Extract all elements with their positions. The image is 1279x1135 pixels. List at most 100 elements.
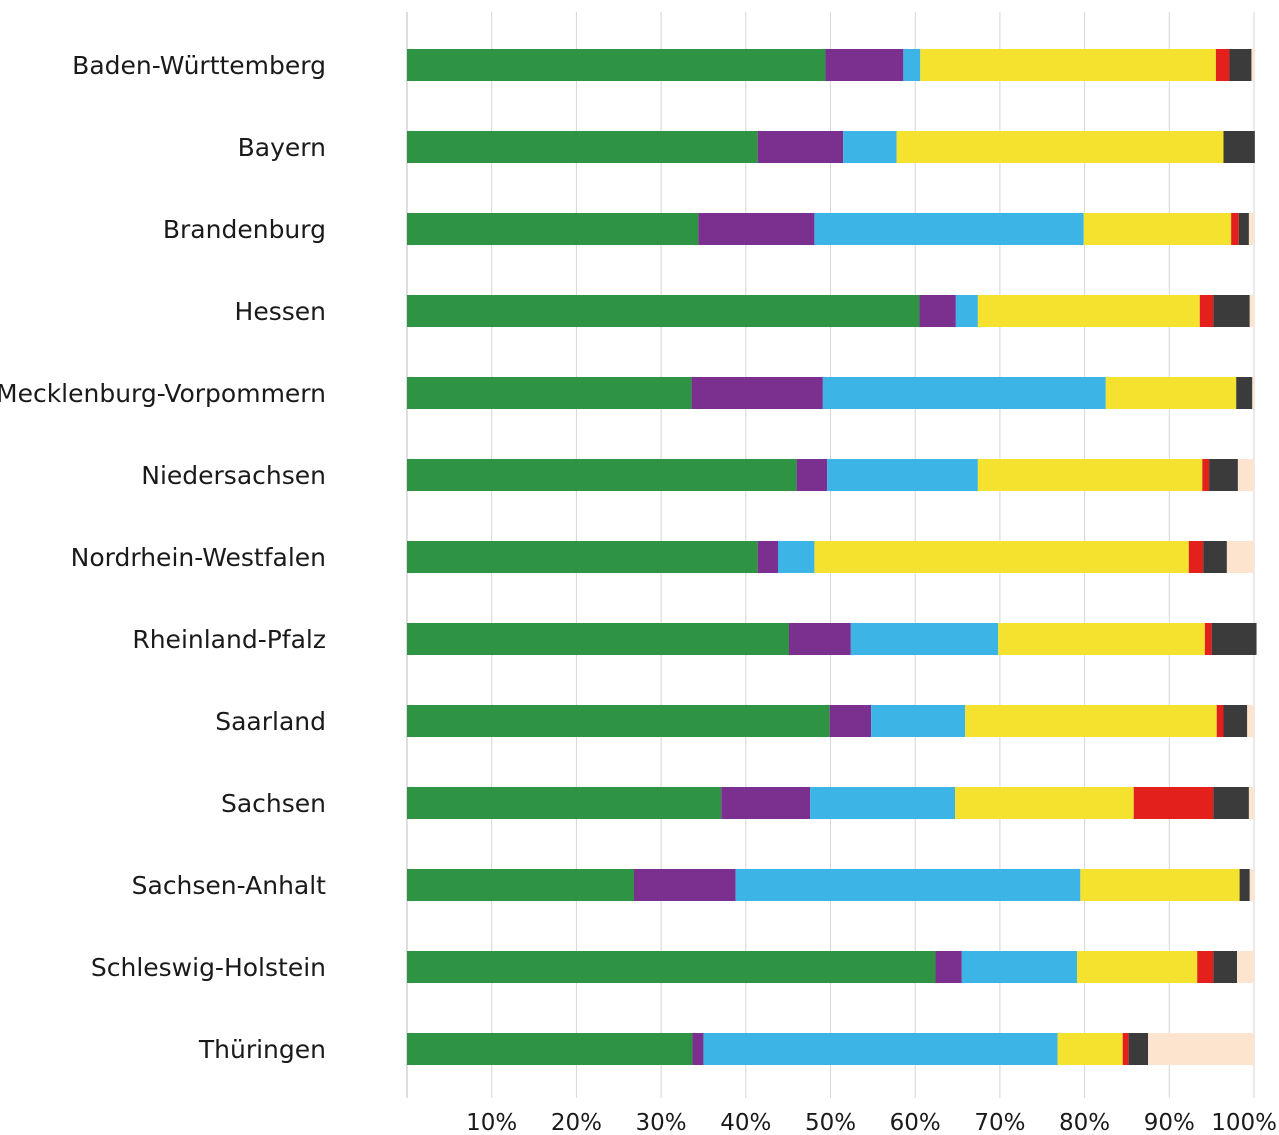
category-label: Rheinland-Pfalz xyxy=(132,625,326,654)
bar-segment xyxy=(735,869,1081,901)
bar-segment xyxy=(896,131,1224,163)
bar-segment xyxy=(1148,1033,1254,1065)
bar-segment xyxy=(1128,1033,1149,1065)
bar-segment xyxy=(1133,787,1214,819)
category-label: Brandenburg xyxy=(163,215,326,244)
bar-segment xyxy=(1247,705,1254,737)
bar-segment xyxy=(1209,459,1238,491)
bar-segment xyxy=(407,213,699,245)
bar-segment xyxy=(633,869,736,901)
bar-segment xyxy=(955,787,1134,819)
bar-segment xyxy=(788,623,851,655)
category-label: Saarland xyxy=(215,707,326,736)
bar-segment xyxy=(1202,459,1210,491)
bar-segment xyxy=(955,295,978,327)
bar-segment xyxy=(407,541,758,573)
bar-segment xyxy=(1231,213,1239,245)
category-label: Niedersachsen xyxy=(141,461,326,490)
bar-segment xyxy=(1188,541,1204,573)
category-label: Hessen xyxy=(235,297,326,326)
bar-segment xyxy=(1215,49,1230,81)
bar-segment xyxy=(961,951,1077,983)
bar-segment xyxy=(1080,869,1240,901)
bar-segment xyxy=(703,1033,1058,1065)
bar-segment xyxy=(977,459,1203,491)
bar-segment xyxy=(871,705,966,737)
x-tick-label: 100% xyxy=(1211,1110,1277,1135)
bar-segment xyxy=(822,377,1106,409)
category-label: Thüringen xyxy=(198,1035,326,1064)
x-tick-label: 30% xyxy=(636,1110,687,1135)
bar-segment xyxy=(1237,951,1254,983)
bar-segment xyxy=(1237,459,1254,491)
bar-segment xyxy=(920,49,1216,81)
bar-segment xyxy=(1203,541,1227,573)
bar-segment xyxy=(843,131,897,163)
bar-segment xyxy=(407,787,722,819)
x-tick-label: 40% xyxy=(720,1110,771,1135)
category-label: Sachsen xyxy=(221,789,326,818)
bar-segment xyxy=(1239,869,1250,901)
x-tick-label: 60% xyxy=(890,1110,941,1135)
bar-segment xyxy=(977,295,1200,327)
bar-segment xyxy=(919,295,956,327)
x-tick-label: 20% xyxy=(551,1110,602,1135)
bar-segment xyxy=(1211,623,1257,655)
bar-segment xyxy=(825,49,904,81)
bar-segment xyxy=(1223,131,1255,163)
bar-segment xyxy=(1076,951,1198,983)
bar-segment xyxy=(407,705,830,737)
bar-segment xyxy=(1248,213,1254,245)
bar-segment xyxy=(1199,295,1214,327)
bar-segment xyxy=(1249,295,1254,327)
bar-segment xyxy=(407,131,758,163)
category-labels: Baden-Württemberg Bayern Brandenburg Hessen… xyxy=(0,51,326,1064)
bar-segment xyxy=(1252,377,1254,409)
bar-segment xyxy=(407,623,789,655)
x-axis-ticks: 10% 20% 30% 40% 50% 60% 70% 80% 90% 100% xyxy=(466,1110,1277,1135)
category-label: Nordrhein-Westfalen xyxy=(71,543,326,572)
bar-segment xyxy=(1213,295,1250,327)
bar-segment xyxy=(1083,213,1232,245)
bar-segment xyxy=(698,213,815,245)
x-tick-label: 70% xyxy=(974,1110,1025,1135)
bar-segment xyxy=(935,951,962,983)
category-label: Schleswig-Holstein xyxy=(91,953,326,982)
bar-segment xyxy=(1229,49,1252,81)
bar-segment xyxy=(1226,541,1254,573)
bar-segment xyxy=(998,623,1205,655)
bar-segment xyxy=(407,869,634,901)
bar-segment xyxy=(810,787,956,819)
bar-segment xyxy=(814,213,1084,245)
category-label: Baden-Württemberg xyxy=(72,51,326,80)
bar-segment xyxy=(407,377,692,409)
bar-segment xyxy=(1238,213,1249,245)
bar-segment xyxy=(691,377,823,409)
bar-segment xyxy=(827,459,978,491)
bar-segment xyxy=(1249,869,1254,901)
bar-segment xyxy=(407,1033,693,1065)
bar-segment xyxy=(692,1033,704,1065)
bar-segment xyxy=(1204,623,1212,655)
bar-segment xyxy=(796,459,828,491)
bar-segment xyxy=(407,459,797,491)
bar-segment xyxy=(1223,705,1248,737)
bar-segment xyxy=(407,49,826,81)
bar-segment xyxy=(814,541,1189,573)
bar-segment xyxy=(721,787,811,819)
bar-segment xyxy=(407,295,920,327)
x-tick-label: 10% xyxy=(466,1110,517,1135)
bar-segment xyxy=(1197,951,1214,983)
category-label: Mecklenburg-Vorpommern xyxy=(0,379,326,408)
bar-segment xyxy=(1057,1033,1123,1065)
x-tick-label: 50% xyxy=(805,1110,856,1135)
bar-segment xyxy=(903,49,921,81)
bar-segment xyxy=(965,705,1217,737)
category-label: Bayern xyxy=(238,133,326,162)
bars xyxy=(407,49,1257,1065)
bar-segment xyxy=(1105,377,1237,409)
bar-segment xyxy=(1216,705,1224,737)
bar-segment xyxy=(1213,787,1249,819)
bar-segment xyxy=(829,705,872,737)
